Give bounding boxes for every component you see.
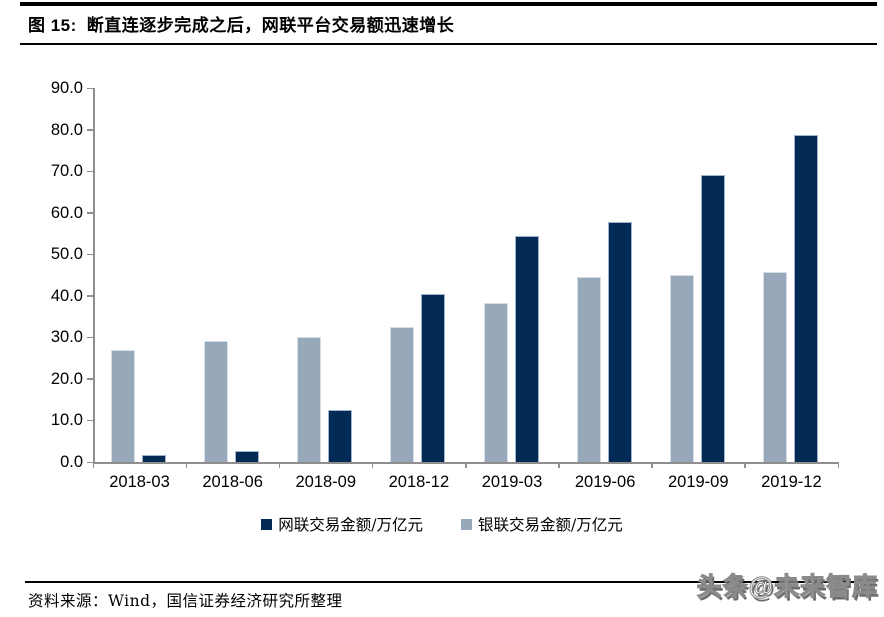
y-axis-tick <box>87 295 93 297</box>
x-axis-tick <box>558 462 560 468</box>
bar-yinlian-2018-03 <box>111 349 135 462</box>
bar-wanglian-2019-12 <box>793 135 818 462</box>
x-axis-tick <box>371 462 374 468</box>
y-axis-tick-label: 60.0 <box>50 203 83 222</box>
bar-wanglian-2018-03 <box>142 454 166 462</box>
footer-rule <box>25 581 874 583</box>
y-axis-tick-label: 20.0 <box>50 369 83 388</box>
x-axis-category-label: 2018-12 <box>388 473 450 491</box>
x-axis-tick <box>837 462 839 468</box>
y-axis-tick <box>87 253 93 256</box>
top-rule <box>20 2 877 6</box>
x-axis-category-label: 2019-09 <box>667 473 729 491</box>
y-axis-tick <box>87 129 93 131</box>
x-axis-tick <box>185 462 188 468</box>
y-axis-tick <box>87 87 93 89</box>
y-axis-line <box>93 88 95 462</box>
data-source-note: 资料来源：Wind，国信证券经济研究所整理 <box>28 592 343 610</box>
title-underline-rule <box>20 43 877 45</box>
bar-yinlian-2019-12 <box>762 271 787 462</box>
x-axis-category-label: 2019-03 <box>481 473 543 491</box>
y-axis-tick-label: 0.0 <box>60 453 83 471</box>
toutiao-watermark: 头条@未来智库 <box>696 573 878 602</box>
x-axis-category-label: 2018-06 <box>202 473 263 491</box>
legend-label-wanglian: 网联交易金额/万亿元 <box>278 516 423 534</box>
bar-wanglian-2018-06 <box>235 451 260 462</box>
bar-wanglian-2018-09 <box>328 409 353 462</box>
figure-number-label: 图 15: <box>28 16 77 35</box>
y-axis-tick-label: 70.0 <box>50 162 83 181</box>
chart-legend: 网联交易金额/万亿元 银联交易金额/万亿元 <box>0 513 884 535</box>
bar-wanglian-2019-06 <box>607 221 632 462</box>
y-axis-tick <box>87 378 93 380</box>
figure-title-text: 断直连逐步完成之后，网联平台交易额迅速增长 <box>86 16 455 35</box>
y-axis-tick <box>87 461 93 463</box>
y-axis-tick <box>87 419 93 422</box>
y-axis-tick-label: 40.0 <box>50 286 83 305</box>
legend-item-wanglian: 网联交易金额/万亿元 <box>261 513 423 535</box>
legend-item-yinlian: 银联交易金额/万亿元 <box>461 513 623 535</box>
figure-title: 图 15: 断直连逐步完成之后，网联平台交易额迅速增长 <box>28 11 858 36</box>
x-axis-category-label: 2019-12 <box>761 473 822 491</box>
y-axis-tick-label: 10.0 <box>50 411 83 430</box>
bar-yinlian-2019-09 <box>669 275 694 462</box>
legend-label-yinlian: 银联交易金额/万亿元 <box>478 516 623 534</box>
bar-yinlian-2018-12 <box>390 326 415 462</box>
y-axis-tick <box>87 336 93 339</box>
bar-wanglian-2019-03 <box>514 235 539 462</box>
x-axis-tick <box>651 462 653 468</box>
bar-yinlian-2018-09 <box>297 336 322 462</box>
x-axis-tick <box>465 462 467 468</box>
x-axis-tick <box>744 462 746 468</box>
y-axis-tick-label: 30.0 <box>50 328 83 347</box>
y-axis-tick <box>87 212 93 214</box>
legend-swatch-wanglian <box>261 518 273 530</box>
x-axis-category-label: 2018-03 <box>109 473 170 491</box>
y-axis-tick-label: 90.0 <box>50 79 83 97</box>
x-axis-category-label: 2019-06 <box>574 473 636 491</box>
bar-yinlian-2018-06 <box>204 341 229 462</box>
y-axis-tick-label: 80.0 <box>50 120 83 139</box>
y-axis-tick <box>87 170 93 173</box>
y-axis-tick-label: 50.0 <box>50 245 83 264</box>
legend-swatch-yinlian <box>461 518 472 530</box>
x-axis-tick <box>278 462 281 468</box>
bar-wanglian-2018-12 <box>421 293 446 462</box>
bar-wanglian-2019-09 <box>700 175 725 462</box>
x-axis-tick <box>92 462 94 468</box>
x-axis-category-label: 2018-09 <box>295 473 357 491</box>
bar-yinlian-2019-06 <box>576 276 601 462</box>
bar-yinlian-2019-03 <box>483 303 508 462</box>
